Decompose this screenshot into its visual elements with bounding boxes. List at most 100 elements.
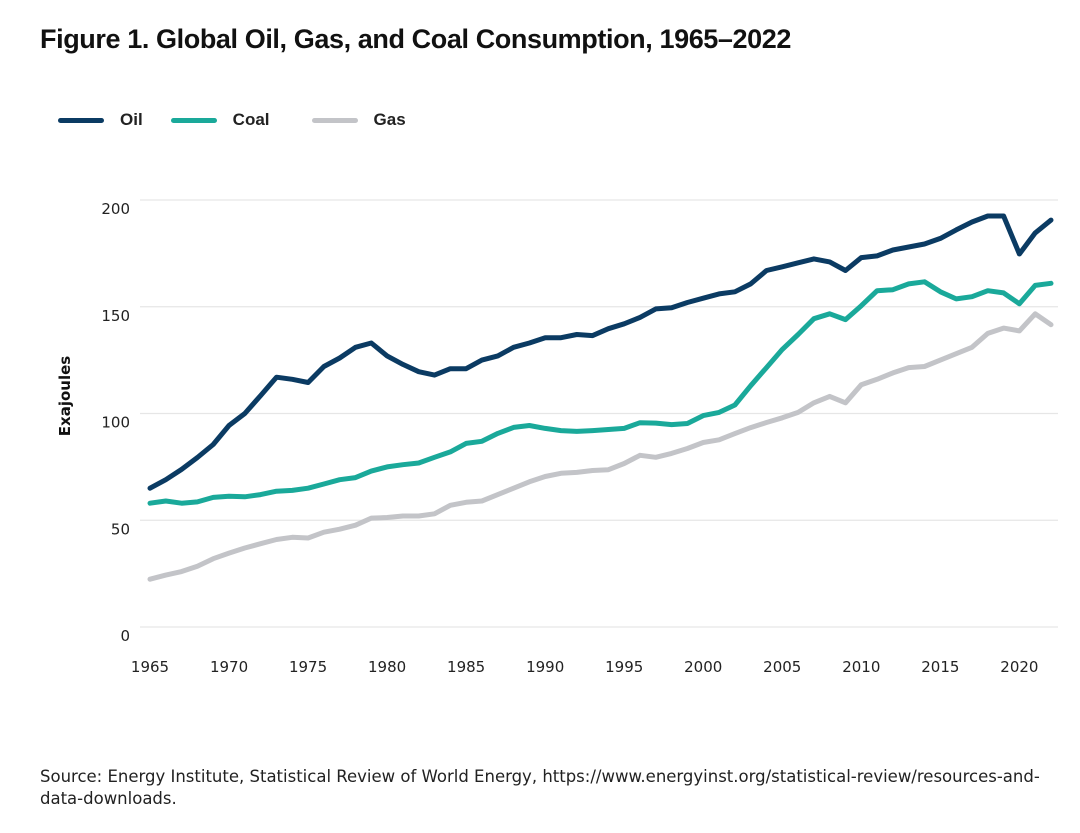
data-point-oil-1975: [306, 380, 311, 385]
data-point-coal-2007: [811, 316, 816, 321]
data-point-coal-2010: [859, 303, 864, 308]
data-point-gas-1976: [321, 530, 326, 535]
x-tick-label: 1975: [289, 658, 327, 676]
series-line-coal: [147, 279, 1054, 506]
y-tick-label: 100: [101, 414, 130, 432]
x-axis-ticks: 1965 1970 1975 1980 1985 1990 1995 2000 2005 2010…: [131, 658, 1039, 676]
data-point-oil-2012: [890, 247, 895, 252]
x-tick-label: 1965: [131, 658, 169, 676]
data-point-coal-1988: [511, 425, 516, 430]
data-point-oil-2016: [954, 227, 959, 232]
data-point-coal-2020: [1017, 301, 1022, 306]
data-point-gas-1993: [590, 468, 595, 473]
x-tick-label: 2010: [842, 658, 880, 676]
data-point-coal-2009: [843, 317, 848, 322]
data-point-oil-1991: [558, 335, 563, 340]
data-point-gas-1968: [195, 564, 200, 569]
data-point-oil-2022: [1049, 218, 1053, 223]
legend-label-oil: Oil: [120, 110, 143, 129]
data-point-coal-2005: [780, 347, 785, 352]
data-point-gas-2004: [764, 420, 769, 425]
data-point-oil-1966: [163, 477, 168, 482]
data-point-coal-1981: [400, 462, 405, 467]
data-point-gas-2008: [827, 394, 832, 399]
data-point-gas-1983: [432, 511, 437, 516]
data-point-oil-2000: [701, 296, 706, 301]
data-point-coal-1998: [669, 422, 674, 427]
legend-swatch-gas: [311, 117, 358, 123]
data-point-coal-2015: [938, 289, 943, 294]
data-point-oil-2015: [938, 236, 943, 241]
data-point-gas-1967: [179, 569, 184, 574]
data-point-coal-1989: [527, 423, 532, 428]
data-point-gas-1989: [527, 479, 532, 484]
data-point-coal-1965: [148, 501, 152, 506]
data-point-gas-2018: [985, 331, 990, 336]
data-point-gas-1981: [400, 513, 405, 518]
data-point-coal-2014: [922, 279, 927, 284]
y-tick-label: 150: [101, 307, 130, 325]
data-point-oil-1981: [400, 362, 405, 367]
data-point-coal-1972: [258, 492, 263, 497]
series-lines: [147, 213, 1054, 582]
data-point-gas-1980: [385, 515, 390, 520]
data-point-oil-2008: [827, 259, 832, 264]
data-point-oil-1987: [495, 353, 500, 358]
x-tick-label: 2005: [763, 658, 801, 676]
data-point-oil-2013: [906, 244, 911, 249]
data-point-oil-2006: [796, 260, 801, 265]
data-point-gas-2014: [922, 364, 927, 369]
data-point-gas-2005: [780, 415, 785, 420]
data-point-gas-1999: [685, 446, 690, 451]
data-point-gas-2007: [811, 400, 816, 405]
data-point-gas-2002: [732, 431, 737, 436]
data-point-oil-2002: [732, 289, 737, 294]
data-point-coal-1976: [321, 481, 326, 486]
data-point-gas-1978: [353, 523, 358, 528]
legend-swatch-oil: [58, 117, 104, 123]
data-point-oil-2019: [1001, 214, 1006, 219]
data-point-coal-2018: [985, 288, 990, 293]
data-point-coal-2002: [732, 402, 737, 407]
data-point-coal-2012: [890, 287, 895, 292]
data-point-gas-1992: [574, 470, 579, 475]
data-point-coal-1994: [606, 427, 611, 432]
legend-label-coal: Coal: [232, 110, 270, 129]
data-point-gas-2001: [717, 437, 722, 442]
data-point-oil-1985: [464, 366, 469, 371]
data-point-gas-2006: [796, 410, 801, 415]
data-point-coal-1982: [416, 461, 421, 466]
legend-swatch-coal: [170, 117, 217, 123]
data-point-gas-1986: [479, 499, 484, 504]
data-point-oil-1990: [543, 335, 548, 340]
data-point-gas-1979: [369, 516, 374, 521]
data-point-coal-1996: [638, 420, 643, 425]
data-point-coal-1968: [195, 499, 200, 504]
data-point-coal-2001: [717, 410, 722, 415]
legend-item-gas: Gas: [311, 110, 406, 130]
data-point-oil-1972: [258, 393, 263, 398]
data-point-oil-2011: [875, 253, 880, 258]
data-point-gas-2015: [938, 358, 943, 363]
x-tick-label: 1970: [210, 658, 248, 676]
data-point-coal-1990: [543, 426, 548, 431]
data-point-gas-2000: [701, 440, 706, 445]
data-point-coal-2003: [748, 383, 753, 388]
series-line-gas: [147, 311, 1054, 582]
data-point-oil-1979: [369, 341, 374, 346]
data-point-coal-1977: [337, 477, 342, 482]
data-point-gas-1985: [464, 500, 469, 505]
data-point-oil-1982: [416, 369, 421, 374]
x-tick-label: 2020: [1000, 658, 1038, 676]
data-point-gas-1994: [606, 467, 611, 472]
data-point-gas-1996: [638, 453, 643, 458]
data-point-oil-1989: [527, 341, 532, 346]
data-point-gas-1991: [558, 471, 563, 476]
data-point-oil-1976: [321, 364, 326, 369]
chart-legend: Oil Coal Gas: [58, 110, 434, 130]
y-axis-ticks: 0 50 100 150 200: [101, 200, 130, 645]
data-point-gas-2003: [748, 425, 753, 430]
data-point-gas-1977: [337, 527, 342, 532]
data-point-coal-1983: [432, 455, 437, 460]
data-point-oil-1969: [211, 442, 216, 447]
